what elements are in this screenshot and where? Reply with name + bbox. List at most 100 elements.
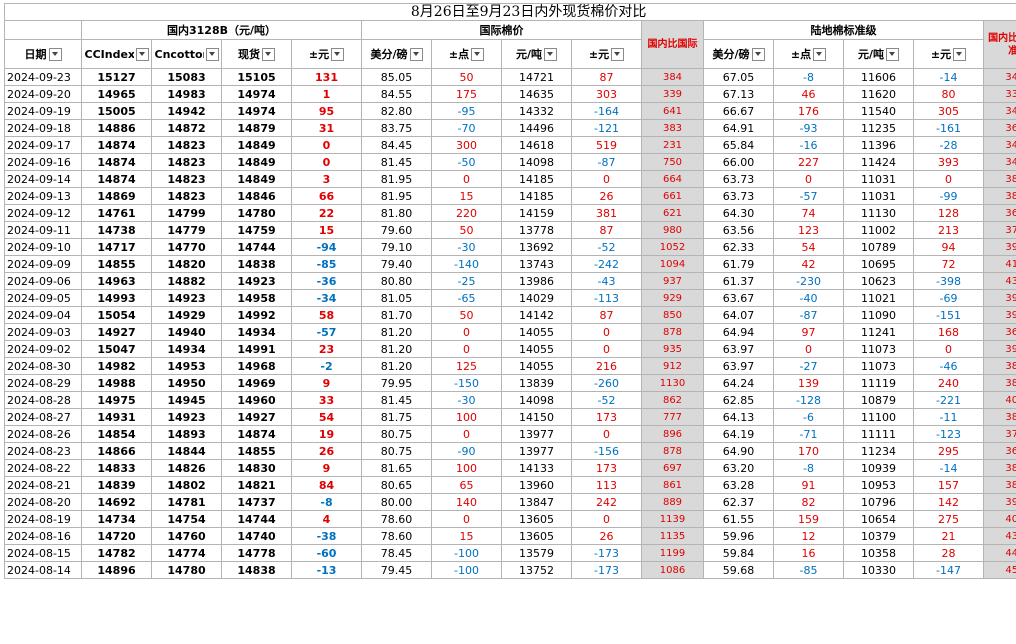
cell-change[interactable]: 139 bbox=[773, 374, 844, 392]
cell-change[interactable]: -100 bbox=[431, 561, 502, 579]
cell-price[interactable]: 14781 bbox=[151, 493, 222, 511]
cell-value[interactable]: 11100 bbox=[843, 408, 914, 426]
cell-change[interactable]: -2 bbox=[291, 357, 362, 375]
cell-change[interactable]: -156 bbox=[571, 442, 642, 460]
cell-change[interactable]: 3 bbox=[291, 170, 362, 188]
cell-diff[interactable]: 3827 bbox=[982, 408, 1016, 426]
cell-value[interactable]: 62.33 bbox=[703, 238, 774, 256]
cell-diff[interactable]: 384 bbox=[641, 68, 704, 86]
cell-value[interactable]: 13960 bbox=[501, 476, 572, 494]
cell-change[interactable]: -57 bbox=[773, 187, 844, 205]
cell-change[interactable]: 23 bbox=[291, 340, 362, 358]
cell-change[interactable]: -14 bbox=[913, 459, 984, 477]
cell-change[interactable]: 66 bbox=[291, 187, 362, 205]
cell-diff[interactable]: 1094 bbox=[641, 255, 704, 273]
cell-value[interactable]: 63.56 bbox=[703, 221, 774, 239]
cell-change[interactable]: -123 bbox=[913, 425, 984, 443]
cell-value[interactable]: 67.13 bbox=[703, 85, 774, 103]
cell-value[interactable]: 80.00 bbox=[361, 493, 432, 511]
cell-diff[interactable]: 1135 bbox=[641, 527, 704, 545]
cell-date[interactable]: 2024-08-27 bbox=[4, 408, 82, 426]
cell-price[interactable]: 14799 bbox=[151, 204, 222, 222]
cell-change[interactable]: -150 bbox=[431, 374, 502, 392]
cell-value[interactable]: 11031 bbox=[843, 170, 914, 188]
cell-change[interactable]: 393 bbox=[913, 153, 984, 171]
cell-price[interactable]: 14720 bbox=[81, 527, 152, 545]
cell-price[interactable]: 14737 bbox=[221, 493, 292, 511]
cell-change[interactable]: 0 bbox=[913, 340, 984, 358]
header-cncotton[interactable]: Cncotton bbox=[151, 39, 222, 69]
cell-value[interactable]: 80.65 bbox=[361, 476, 432, 494]
cell-price[interactable]: 14872 bbox=[151, 119, 222, 137]
cell-change[interactable]: -398 bbox=[913, 272, 984, 290]
cell-change[interactable]: -27 bbox=[773, 357, 844, 375]
cell-price[interactable]: 14854 bbox=[81, 425, 152, 443]
cell-change[interactable]: 381 bbox=[571, 204, 642, 222]
cell-date[interactable]: 2024-09-13 bbox=[4, 187, 82, 205]
cell-change[interactable]: -40 bbox=[773, 289, 844, 307]
cell-value[interactable]: 81.45 bbox=[361, 391, 432, 409]
cell-diff[interactable]: 3818 bbox=[982, 170, 1016, 188]
cell-price[interactable]: 14882 bbox=[151, 272, 222, 290]
cell-change[interactable]: 82 bbox=[773, 493, 844, 511]
cell-diff[interactable]: 878 bbox=[641, 323, 704, 341]
cell-change[interactable]: 140 bbox=[431, 493, 502, 511]
cell-change[interactable]: -113 bbox=[571, 289, 642, 307]
filter-dropdown-icon[interactable] bbox=[611, 47, 625, 61]
cell-price[interactable]: 15105 bbox=[221, 68, 292, 86]
cell-price[interactable]: 14833 bbox=[81, 459, 152, 477]
cell-date[interactable]: 2024-08-26 bbox=[4, 425, 82, 443]
cell-date[interactable]: 2024-08-14 bbox=[4, 561, 82, 579]
cell-value[interactable]: 63.73 bbox=[703, 187, 774, 205]
cell-change[interactable]: 0 bbox=[431, 510, 502, 528]
cell-value[interactable]: 81.80 bbox=[361, 204, 432, 222]
header-ccindex[interactable]: CCIndex bbox=[81, 39, 152, 69]
cell-date[interactable]: 2024-09-23 bbox=[4, 68, 82, 86]
cell-value[interactable]: 62.37 bbox=[703, 493, 774, 511]
cell-value[interactable]: 10654 bbox=[843, 510, 914, 528]
cell-value[interactable]: 61.55 bbox=[703, 510, 774, 528]
cell-value[interactable]: 64.30 bbox=[703, 204, 774, 222]
cell-change[interactable]: 94 bbox=[913, 238, 984, 256]
cell-change[interactable]: -36 bbox=[291, 272, 362, 290]
cell-change[interactable]: 91 bbox=[773, 476, 844, 494]
cell-price[interactable]: 14927 bbox=[81, 323, 152, 341]
cell-value[interactable]: 81.95 bbox=[361, 170, 432, 188]
cell-change[interactable]: -30 bbox=[431, 238, 502, 256]
cell-price[interactable]: 14838 bbox=[221, 561, 292, 579]
cell-value[interactable]: 11073 bbox=[843, 357, 914, 375]
cell-date[interactable]: 2024-09-04 bbox=[4, 306, 82, 324]
cell-value[interactable]: 11111 bbox=[843, 425, 914, 443]
cell-value[interactable]: 13986 bbox=[501, 272, 572, 290]
cell-price[interactable]: 14960 bbox=[221, 391, 292, 409]
cell-change[interactable]: 125 bbox=[431, 357, 502, 375]
cell-change[interactable]: -87 bbox=[773, 306, 844, 324]
cell-price[interactable]: 15005 bbox=[81, 102, 152, 120]
cell-price[interactable]: 14826 bbox=[151, 459, 222, 477]
cell-value[interactable]: 11540 bbox=[843, 102, 914, 120]
cell-value[interactable]: 14029 bbox=[501, 289, 572, 307]
cell-change[interactable]: -8 bbox=[773, 68, 844, 86]
filter-dropdown-icon[interactable] bbox=[48, 47, 62, 61]
cell-change[interactable]: 240 bbox=[913, 374, 984, 392]
cell-price[interactable]: 14896 bbox=[81, 561, 152, 579]
cell-value[interactable]: 63.28 bbox=[703, 476, 774, 494]
cell-value[interactable]: 64.13 bbox=[703, 408, 774, 426]
cell-price[interactable]: 14963 bbox=[81, 272, 152, 290]
cell-price[interactable]: 14874 bbox=[221, 425, 292, 443]
cell-value[interactable]: 10330 bbox=[843, 561, 914, 579]
cell-value[interactable]: 81.45 bbox=[361, 153, 432, 171]
cell-value[interactable]: 14185 bbox=[501, 187, 572, 205]
cell-change[interactable]: 15 bbox=[291, 221, 362, 239]
cell-value[interactable]: 14150 bbox=[501, 408, 572, 426]
cell-change[interactable]: -28 bbox=[913, 136, 984, 154]
cell-diff[interactable]: 878 bbox=[641, 442, 704, 460]
cell-change[interactable]: 303 bbox=[571, 85, 642, 103]
cell-price[interactable]: 14823 bbox=[151, 187, 222, 205]
cell-diff[interactable]: 664 bbox=[641, 170, 704, 188]
cell-diff[interactable]: 3650 bbox=[982, 204, 1016, 222]
cell-change[interactable]: 26 bbox=[571, 527, 642, 545]
cell-diff[interactable]: 339 bbox=[641, 85, 704, 103]
cell-change[interactable]: -230 bbox=[773, 272, 844, 290]
cell-price[interactable]: 14982 bbox=[81, 357, 152, 375]
